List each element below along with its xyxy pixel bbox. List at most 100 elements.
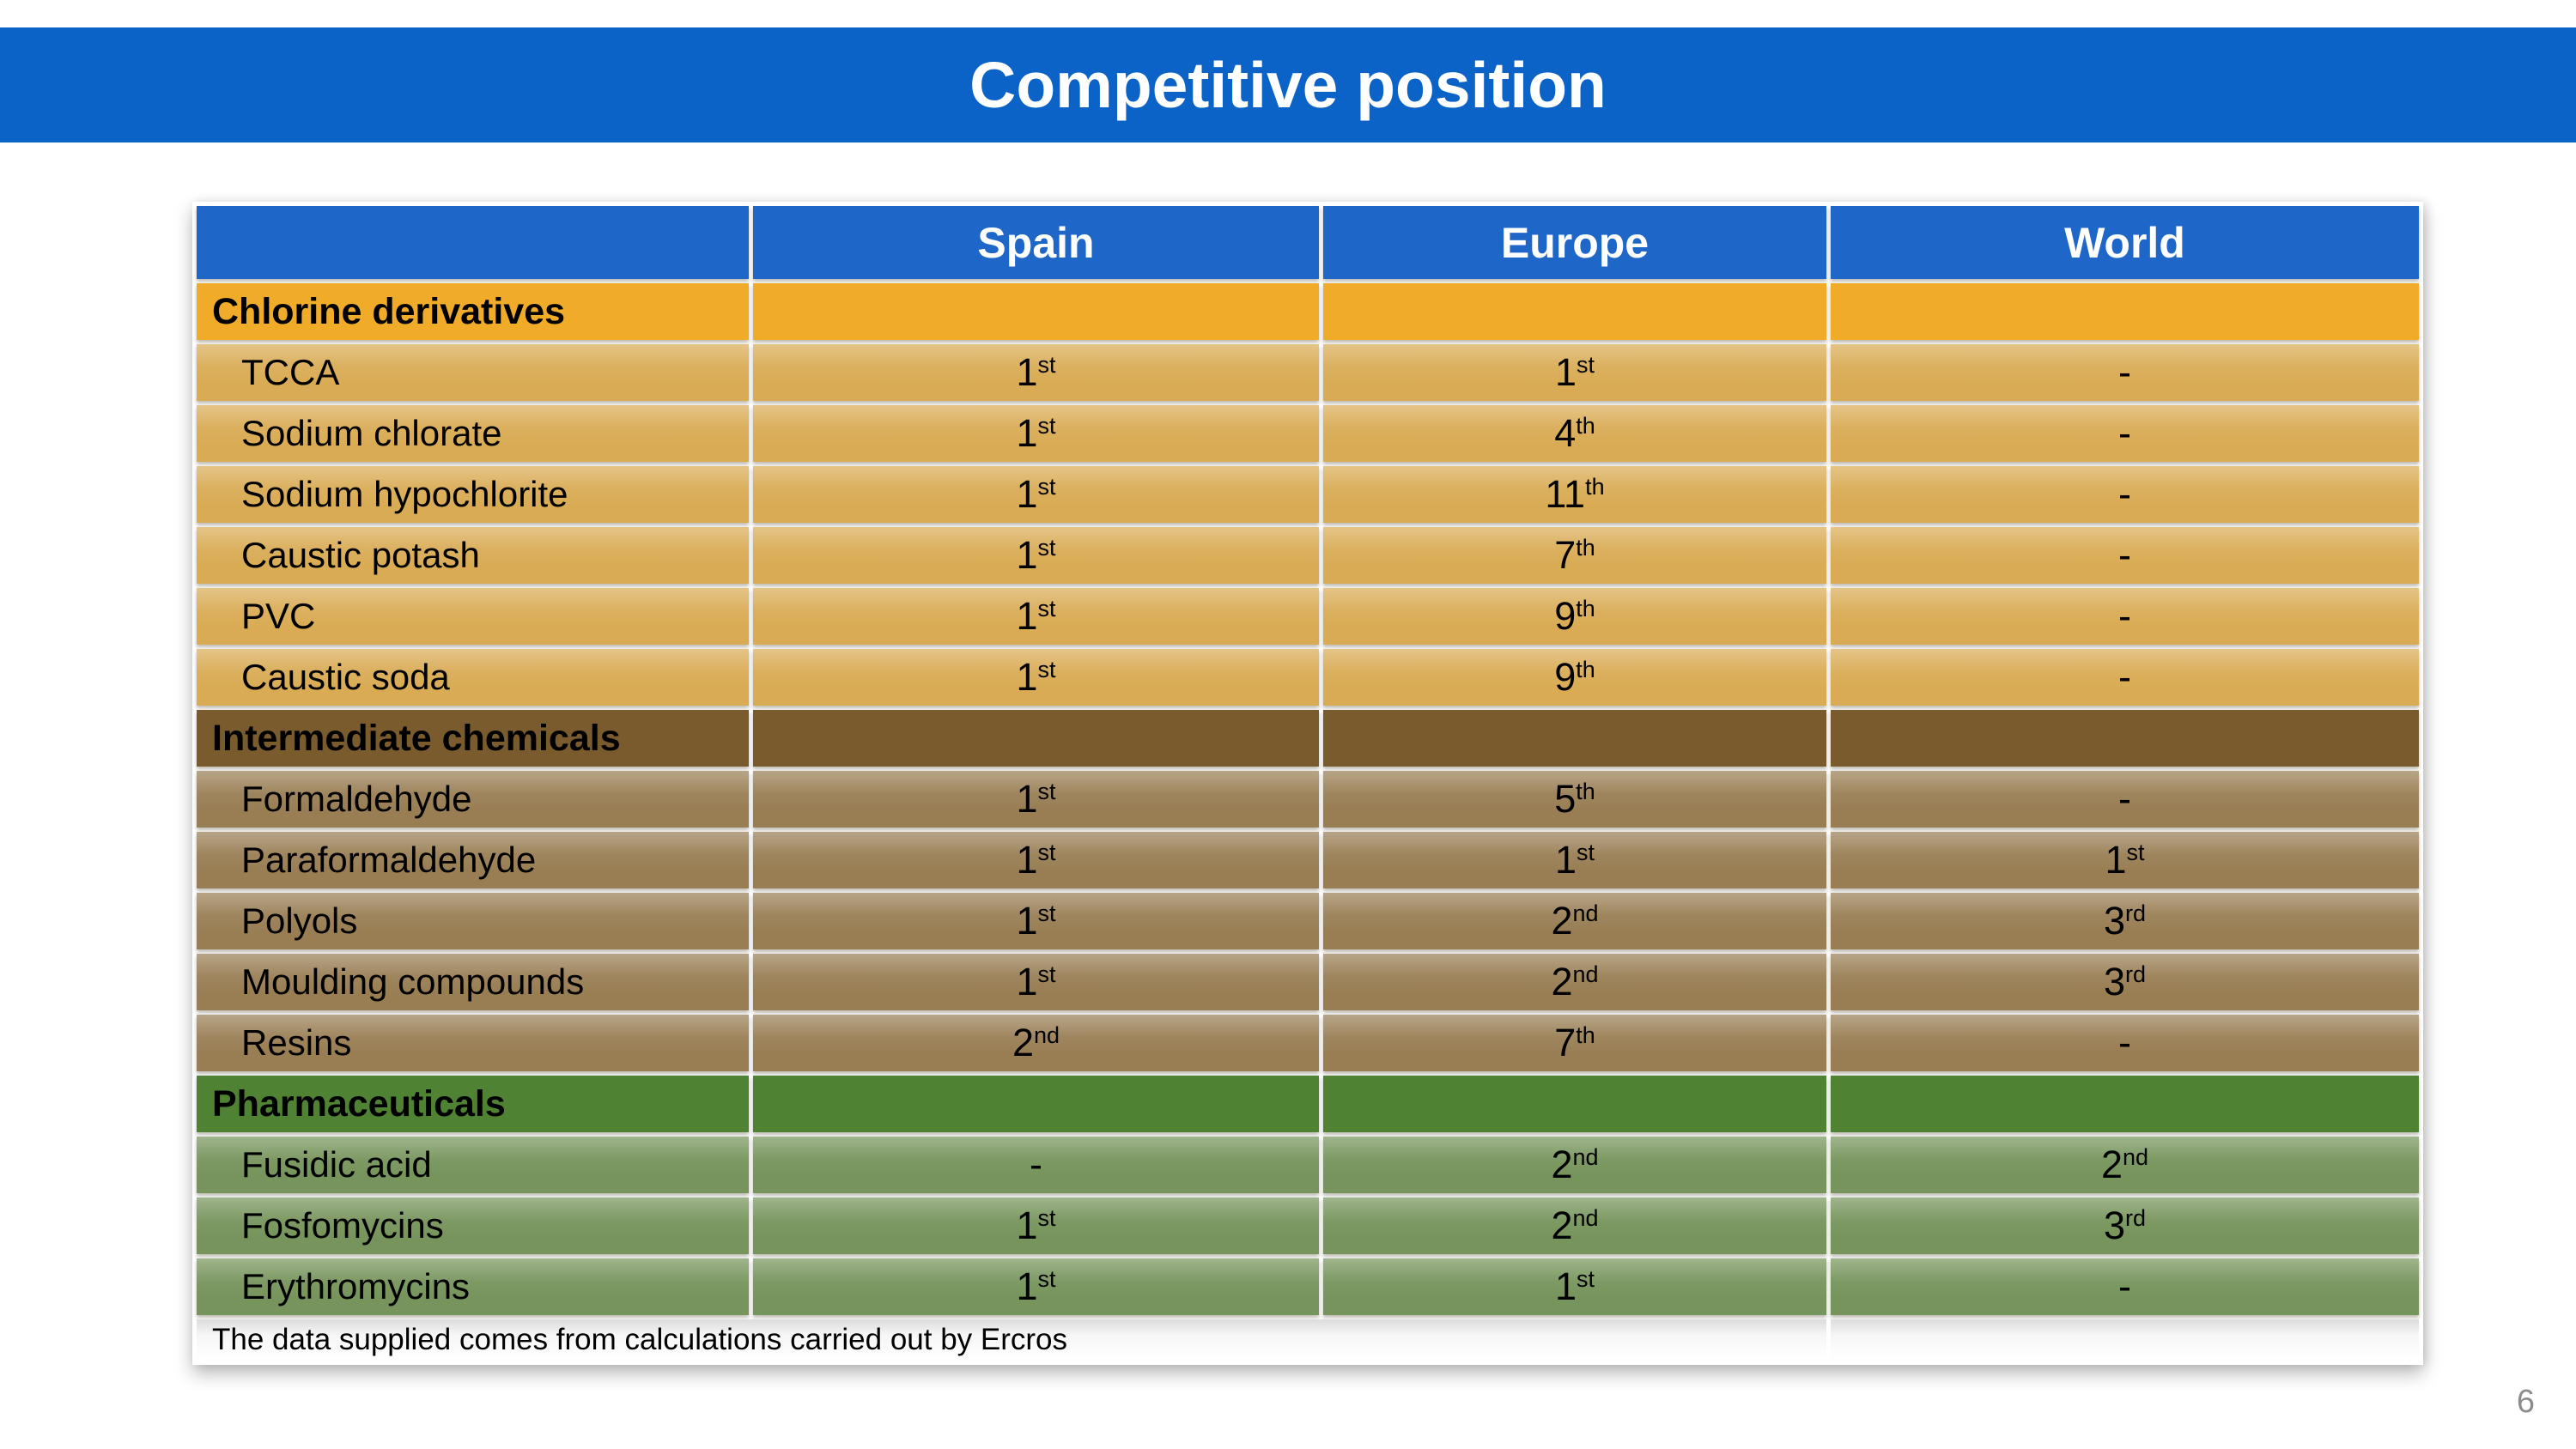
- rank-cell-europe: 2nd: [1323, 1137, 1826, 1193]
- row-label: PVC: [197, 588, 749, 645]
- row-label: Fusidic acid: [197, 1137, 749, 1193]
- rank-cell-world: 3rd: [1831, 1197, 2419, 1254]
- section-empty-cell: [1831, 1076, 2419, 1132]
- rank-cell-europe: 2nd: [1323, 954, 1826, 1010]
- row-label: Formaldehyde: [197, 771, 749, 828]
- table-row: Fusidic acid -2nd 2nd: [197, 1137, 2419, 1193]
- rank-cell-spain: 2nd: [753, 1015, 1319, 1071]
- section-empty-cell: [753, 710, 1319, 767]
- rank-cell-europe: 1st: [1323, 344, 1826, 401]
- section-empty-cell: [1831, 283, 2419, 340]
- table-row: PVC 1st 9th -: [197, 588, 2419, 645]
- page-title: Competitive position: [969, 49, 1607, 121]
- row-label: Fosfomycins: [197, 1197, 749, 1254]
- rank-cell-spain: 1st: [753, 649, 1319, 706]
- rank-cell-spain: 1st: [753, 405, 1319, 462]
- section-label: Intermediate chemicals: [197, 710, 749, 767]
- rank-cell-spain: 1st: [753, 893, 1319, 949]
- table-header: Spain Europe World: [197, 206, 2419, 279]
- table-row: TCCA 1st 1st -: [197, 344, 2419, 401]
- rank-cell-world: -: [1831, 649, 2419, 706]
- footnote-empty-cell: [1831, 1319, 2419, 1361]
- competitive-position-table-wrap: Spain Europe World Chlorine derivatives T…: [192, 202, 2423, 1365]
- row-label: Erythromycins: [197, 1258, 749, 1315]
- rank-cell-world: -: [1831, 466, 2419, 523]
- row-label: Caustic potash: [197, 527, 749, 584]
- row-label: Caustic soda: [197, 649, 749, 706]
- section-empty-cell: [1323, 710, 1826, 767]
- section-empty-cell: [753, 1076, 1319, 1132]
- table-row: Paraformaldehyde 1st 1st 1st: [197, 832, 2419, 888]
- rank-cell-world: 3rd: [1831, 893, 2419, 949]
- table-row: Moulding compounds 1st 2nd 3rd: [197, 954, 2419, 1010]
- table-body: Chlorine derivatives TCCA 1st 1st - Sodium ch…: [197, 283, 2419, 1315]
- table-row: Formaldehyde 1st 5th -: [197, 771, 2419, 828]
- section-empty-cell: [1323, 1076, 1826, 1132]
- rank-cell-world: 3rd: [1831, 954, 2419, 1010]
- column-header-product: [197, 206, 749, 279]
- rank-cell-spain: 1st: [753, 771, 1319, 828]
- section-empty-cell: [753, 283, 1319, 340]
- rank-cell-europe: 2nd: [1323, 893, 1826, 949]
- section-header-row: Intermediate chemicals: [197, 710, 2419, 767]
- section-empty-cell: [1323, 283, 1826, 340]
- rank-cell-europe: 11th: [1323, 466, 1826, 523]
- rank-cell-spain: 1st: [753, 527, 1319, 584]
- table-row: Caustic soda 1st 9th -: [197, 649, 2419, 706]
- rank-cell-europe: 5th: [1323, 771, 1826, 828]
- rank-cell-spain: 1st: [753, 588, 1319, 645]
- rank-cell-spain: 1st: [753, 1197, 1319, 1254]
- rank-cell-spain: 1st: [753, 344, 1319, 401]
- rank-cell-europe: 4th: [1323, 405, 1826, 462]
- rank-cell-europe: 1st: [1323, 832, 1826, 888]
- rank-cell-europe: 1st: [1323, 1258, 1826, 1315]
- title-bar: Competitive position: [0, 27, 2576, 142]
- competitive-position-table: Spain Europe World Chlorine derivatives T…: [192, 202, 2423, 1365]
- rank-cell-spain: 1st: [753, 1258, 1319, 1315]
- table-footer: The data supplied comes from calculation…: [197, 1319, 2419, 1361]
- rank-cell-spain: 1st: [753, 466, 1319, 523]
- rank-cell-world: -: [1831, 527, 2419, 584]
- section-header-row: Chlorine derivatives: [197, 283, 2419, 340]
- section-empty-cell: [1831, 710, 2419, 767]
- table-row: Sodium hypochlorite 1st 11th -: [197, 466, 2419, 523]
- header-row: Spain Europe World: [197, 206, 2419, 279]
- footnote-text: The data supplied comes from calculation…: [197, 1319, 1826, 1361]
- rank-cell-europe: 2nd: [1323, 1197, 1826, 1254]
- section-label: Pharmaceuticals: [197, 1076, 749, 1132]
- row-label: Sodium chlorate: [197, 405, 749, 462]
- footnote-row: The data supplied comes from calculation…: [197, 1319, 2419, 1361]
- rank-cell-world: 1st: [1831, 832, 2419, 888]
- column-header-europe: Europe: [1323, 206, 1826, 279]
- section-label: Chlorine derivatives: [197, 283, 749, 340]
- rank-cell-spain: -: [753, 1137, 1319, 1193]
- table-row: Erythromycins 1st 1st -: [197, 1258, 2419, 1315]
- row-label: Resins: [197, 1015, 749, 1071]
- rank-cell-world: -: [1831, 1258, 2419, 1315]
- row-label: Moulding compounds: [197, 954, 749, 1010]
- rank-cell-world: -: [1831, 588, 2419, 645]
- column-header-spain: Spain: [753, 206, 1319, 279]
- table-row: Polyols 1st 2nd 3rd: [197, 893, 2419, 949]
- rank-cell-world: -: [1831, 344, 2419, 401]
- row-label: Sodium hypochlorite: [197, 466, 749, 523]
- rank-cell-spain: 1st: [753, 954, 1319, 1010]
- table-row: Sodium chlorate 1st 4th -: [197, 405, 2419, 462]
- rank-cell-spain: 1st: [753, 832, 1319, 888]
- rank-cell-world: -: [1831, 1015, 2419, 1071]
- page-number: 6: [2516, 1384, 2535, 1420]
- table-row: Fosfomycins 1st 2nd 3rd: [197, 1197, 2419, 1254]
- rank-cell-world: -: [1831, 405, 2419, 462]
- section-header-row: Pharmaceuticals: [197, 1076, 2419, 1132]
- table-row: Caustic potash 1st 7th -: [197, 527, 2419, 584]
- rank-cell-europe: 9th: [1323, 588, 1826, 645]
- rank-cell-world: -: [1831, 771, 2419, 828]
- row-label: Polyols: [197, 893, 749, 949]
- rank-cell-europe: 7th: [1323, 527, 1826, 584]
- row-label: Paraformaldehyde: [197, 832, 749, 888]
- rank-cell-europe: 7th: [1323, 1015, 1826, 1071]
- column-header-world: World: [1831, 206, 2419, 279]
- rank-cell-world: 2nd: [1831, 1137, 2419, 1193]
- rank-cell-europe: 9th: [1323, 649, 1826, 706]
- table-row: Resins 2nd 7th -: [197, 1015, 2419, 1071]
